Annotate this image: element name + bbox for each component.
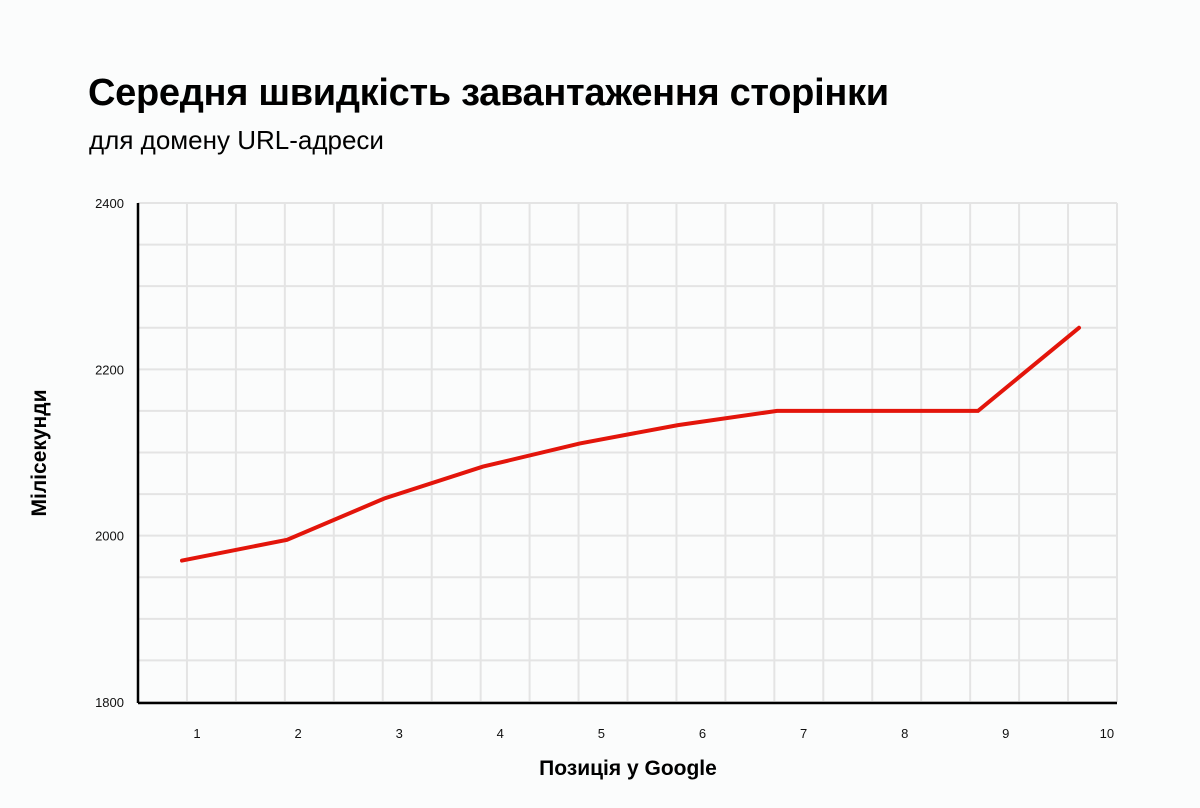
x-axis-label: Позиція у Google (539, 757, 717, 780)
x-tick-label: 2 (294, 726, 301, 741)
x-axis-ticks: 1 2 3 4 5 6 7 8 9 10 (193, 726, 1114, 741)
y-axis-ticks: 1800 2000 2200 2400 (95, 196, 124, 710)
y-tick-label: 2200 (95, 362, 124, 377)
x-tick-label: 6 (699, 726, 706, 741)
x-tick-label: 10 (1100, 726, 1114, 741)
x-tick-label: 7 (800, 726, 807, 741)
axes (136, 203, 1117, 705)
chart-title: Середня швидкість завантаження сторінки (88, 72, 889, 114)
chart-subtitle: для домену URL-адреси (89, 125, 384, 155)
x-tick-label: 3 (396, 726, 403, 741)
y-axis-label: Мілісекунди (28, 389, 51, 517)
y-tick-label: 2400 (95, 196, 124, 211)
x-tick-label: 5 (598, 726, 605, 741)
y-tick-label: 2000 (95, 529, 124, 544)
x-tick-label: 9 (1002, 726, 1009, 741)
grid-lines (138, 202, 1118, 703)
x-tick-label: 4 (497, 726, 504, 741)
data-line (180, 325, 1081, 563)
x-tick-label: 1 (193, 726, 200, 741)
y-tick-label: 1800 (95, 695, 124, 710)
x-tick-label: 8 (901, 726, 908, 741)
